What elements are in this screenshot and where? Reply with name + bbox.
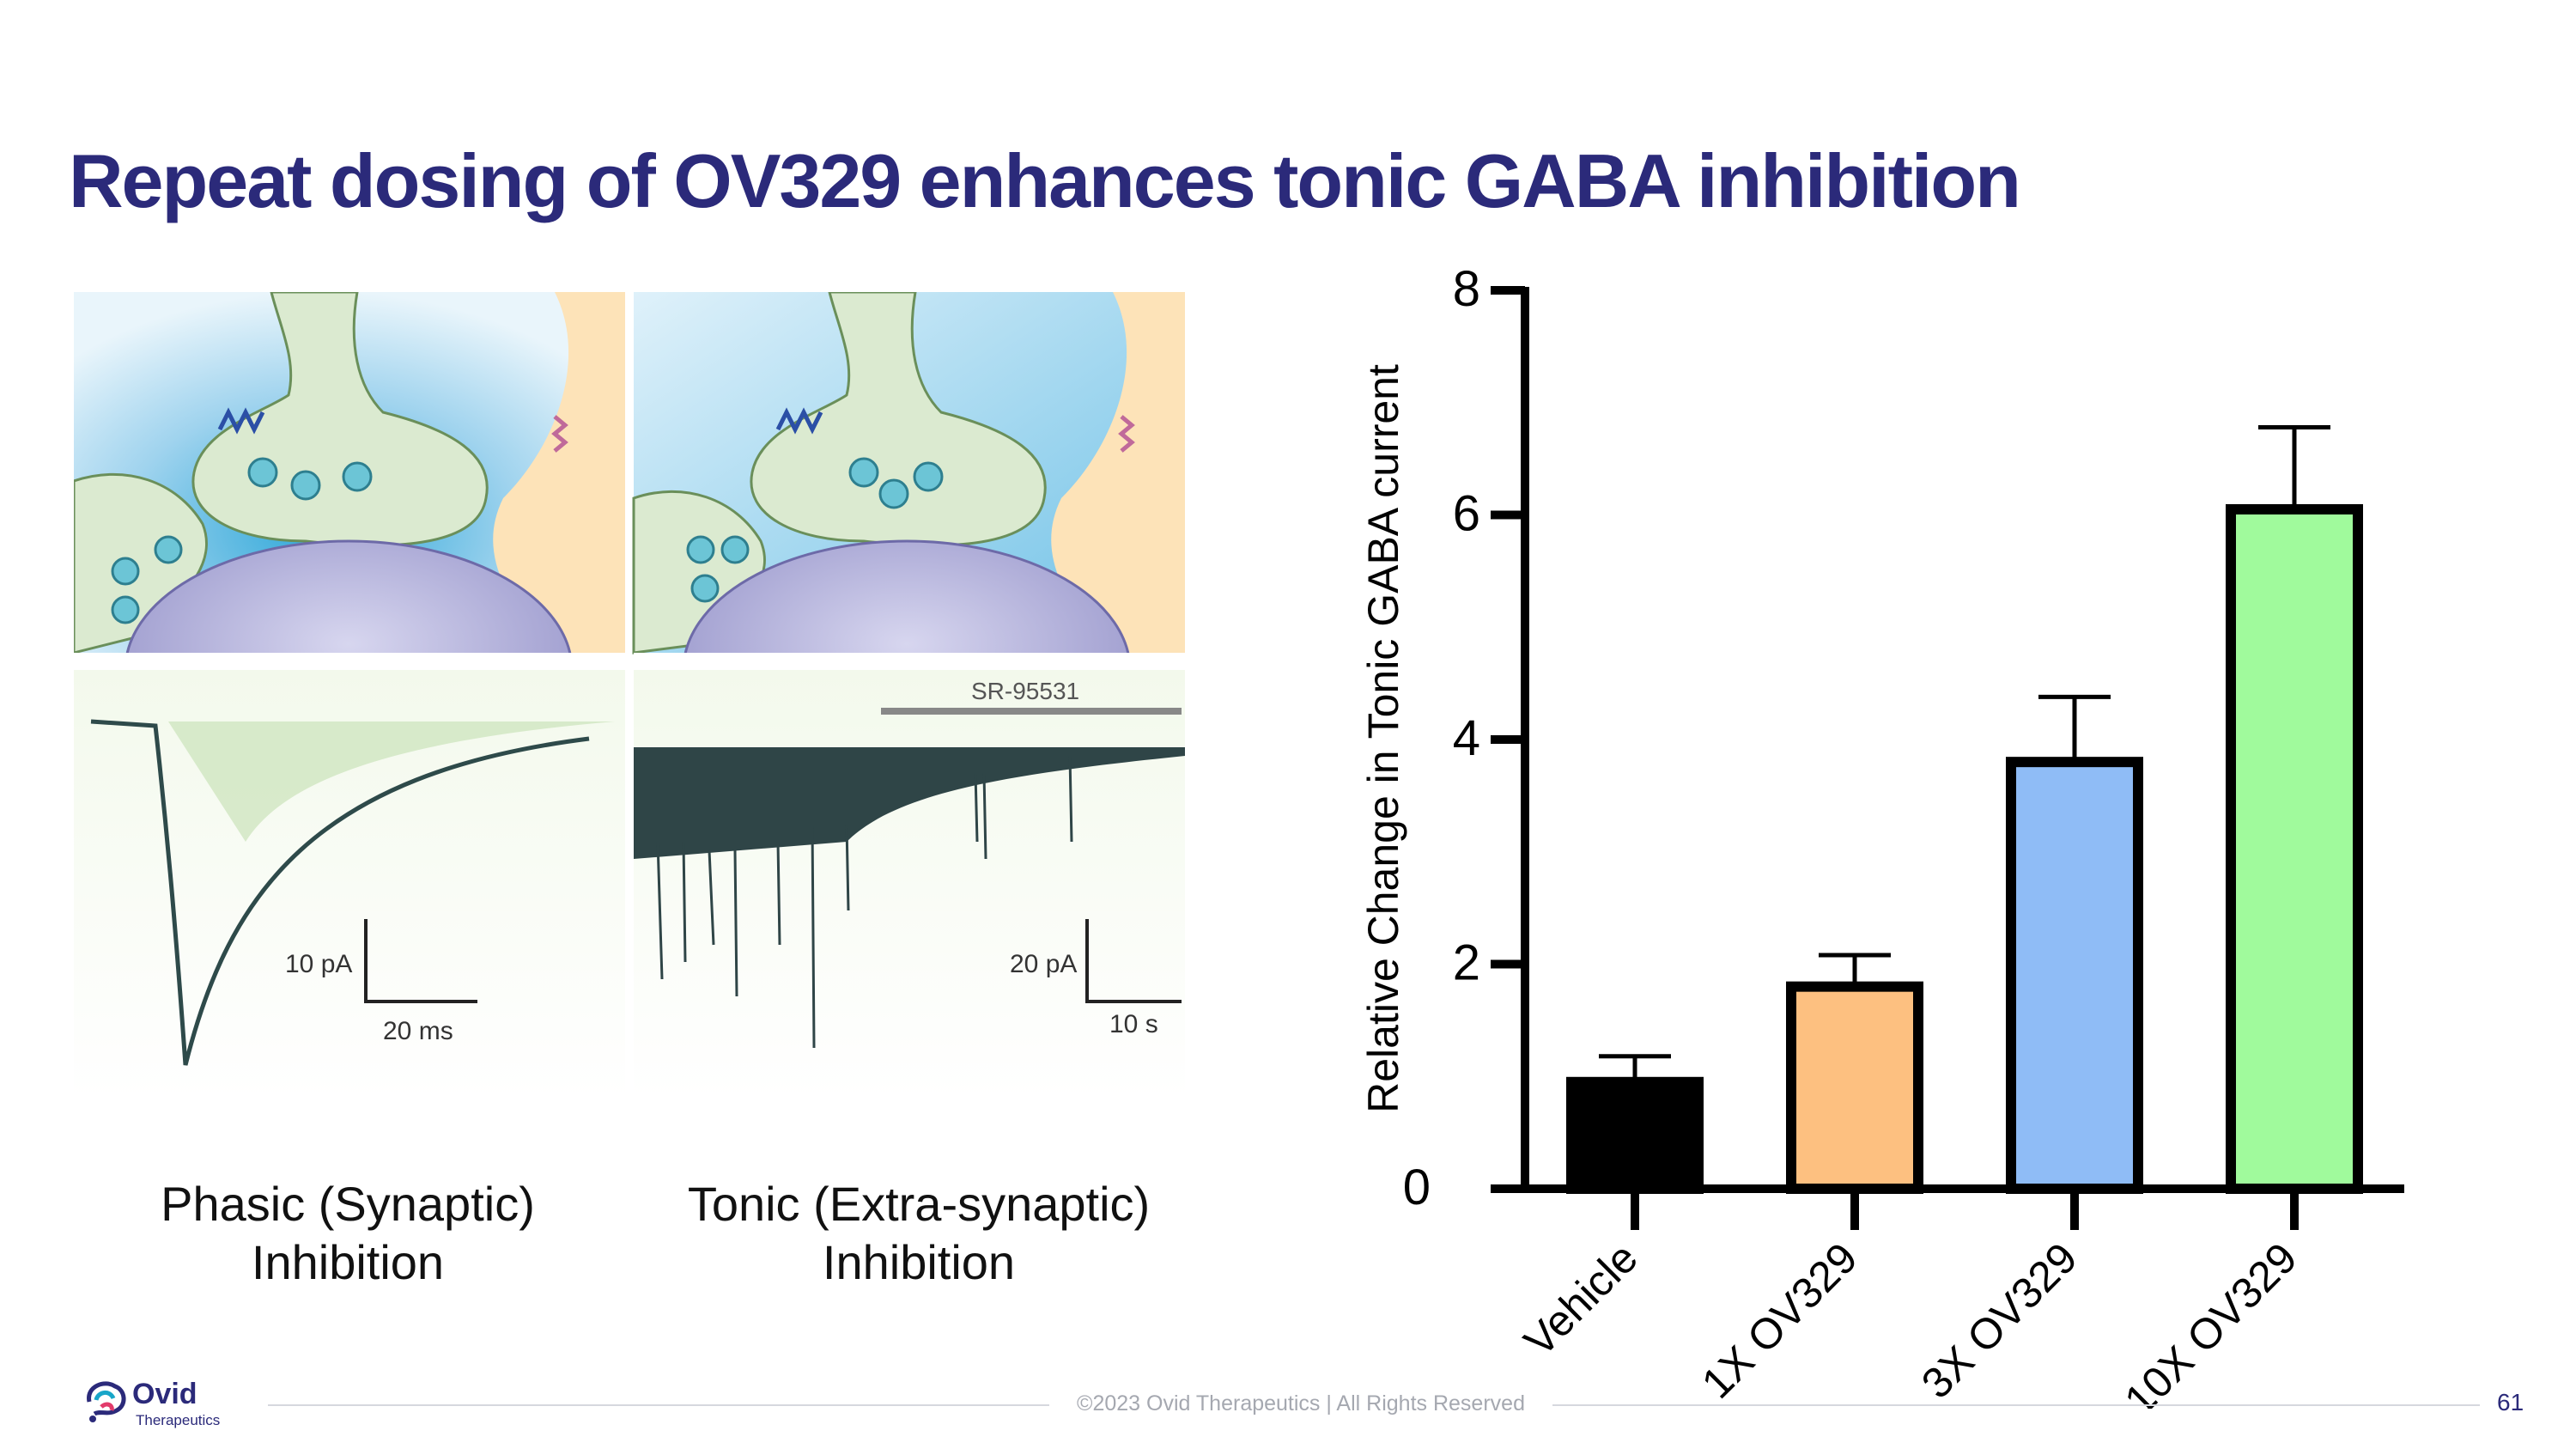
tonic-caption-line-2: Inhibition	[822, 1235, 1016, 1289]
bar-3x-ov329	[2006, 757, 2143, 1195]
y-tick-label: 4	[1453, 710, 1480, 766]
footer-rule-left	[268, 1404, 1049, 1406]
ovid-logo: Ovid Therapeutics	[82, 1376, 237, 1436]
logo-wordmark: Ovid	[132, 1378, 197, 1410]
x-tick-label: 10X OV329	[2115, 1233, 2306, 1409]
bar-10x-ov329	[2226, 503, 2363, 1194]
scale-left-y: 10 pA	[285, 950, 352, 978]
page-number: 61	[2497, 1389, 2524, 1416]
y-tick-label: 6	[1453, 486, 1480, 542]
x-tick-label: 3X OV329	[1912, 1233, 2087, 1408]
phasic-caption-line-1: Phasic (Synaptic)	[161, 1177, 535, 1231]
scale-right-x: 10 s	[1109, 1010, 1158, 1038]
y-tick-label: 8	[1453, 261, 1480, 317]
phasic-caption-line-2: Inhibition	[251, 1235, 445, 1289]
scale-right-y: 20 pA	[1010, 950, 1077, 978]
y-tick-label: 0	[1403, 1160, 1431, 1215]
phasic-current-trace: 10 pA 20 ms	[74, 670, 625, 1099]
bar-vehicle	[1566, 1076, 1704, 1194]
slide-title: Repeat dosing of OV329 enhances tonic GA…	[69, 138, 2021, 223]
footer-copyright: ©2023 Ovid Therapeutics | All Rights Res…	[1077, 1391, 1525, 1416]
tonic-current-trace: SR-95531 20 pA 10 s	[634, 670, 1185, 1099]
tonic-caption-line-1: Tonic (Extra-synaptic)	[687, 1177, 1151, 1231]
gaba-inhibition-figure: 10 pA 20 ms SR-95531 20 pA 10 s	[74, 292, 1185, 1099]
scale-left-x: 20 ms	[383, 1017, 453, 1045]
bar-1x-ov329	[1786, 981, 1923, 1195]
tonic-caption: Tonic (Extra-synaptic) Inhibition	[653, 1175, 1185, 1292]
x-tick-label: Vehicle	[1515, 1233, 1647, 1366]
x-tick-label: 1X OV329	[1692, 1233, 1867, 1408]
y-axis-label: Relative Change in Tonic GABA current	[1359, 364, 1407, 1113]
phasic-caption: Phasic (Synaptic) Inhibition	[82, 1175, 614, 1292]
y-tick-label: 2	[1453, 935, 1480, 991]
tonic-gaba-bar-chart: Relative Change in Tonic GABA current 0 2…	[1359, 261, 2404, 1409]
drug-label: SR-95531	[971, 678, 1079, 704]
logo-subtitle: Therapeutics	[136, 1412, 221, 1428]
brain-logo-icon	[87, 1381, 126, 1422]
footer-rule-right	[1552, 1404, 2480, 1406]
